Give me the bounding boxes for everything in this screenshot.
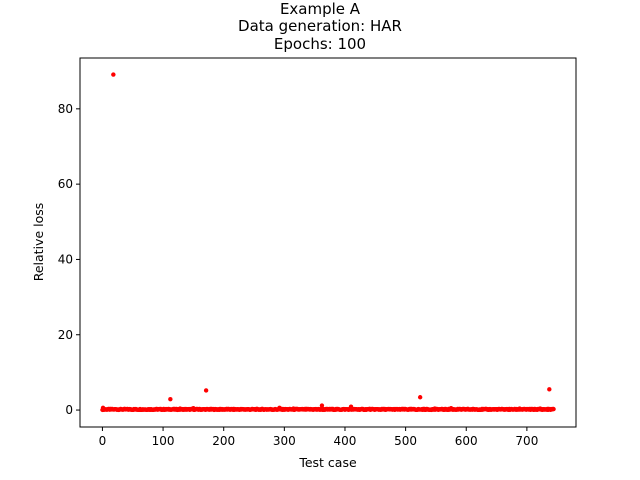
data-point xyxy=(417,395,423,400)
y-axis-ticks: 0 20 40 60 80 xyxy=(58,102,80,417)
x-tick-label: 300 xyxy=(273,434,296,448)
x-tick-label: 400 xyxy=(334,434,357,448)
y-axis-label: Relative loss xyxy=(31,203,46,282)
chart-title-line-1: Example A xyxy=(280,0,361,18)
x-axis-ticks: 0 100 200 300 400 500 600 700 xyxy=(99,427,538,448)
chart-title-line-3: Epochs: 100 xyxy=(274,35,366,53)
x-tick-label: 100 xyxy=(152,434,175,448)
y-tick-label: 80 xyxy=(58,102,73,116)
data-points xyxy=(100,72,556,413)
chart-title-line-2: Data generation: HAR xyxy=(238,17,402,35)
y-tick-label: 60 xyxy=(58,177,73,191)
plot-frame xyxy=(79,57,577,428)
y-tick-label: 0 xyxy=(65,403,73,417)
data-point xyxy=(203,388,209,393)
data-point xyxy=(319,403,325,408)
x-tick-label: 200 xyxy=(212,434,235,448)
data-point xyxy=(547,387,552,392)
y-tick-label: 20 xyxy=(58,328,73,342)
data-point xyxy=(551,406,556,412)
x-tick-label: 0 xyxy=(99,434,107,448)
x-tick-label: 700 xyxy=(515,434,538,448)
data-point xyxy=(111,72,116,77)
data-point xyxy=(168,396,173,402)
y-tick-label: 40 xyxy=(58,252,73,266)
x-axis-label: Test case xyxy=(298,455,357,470)
x-tick-label: 600 xyxy=(455,434,478,448)
x-tick-label: 500 xyxy=(394,434,417,448)
